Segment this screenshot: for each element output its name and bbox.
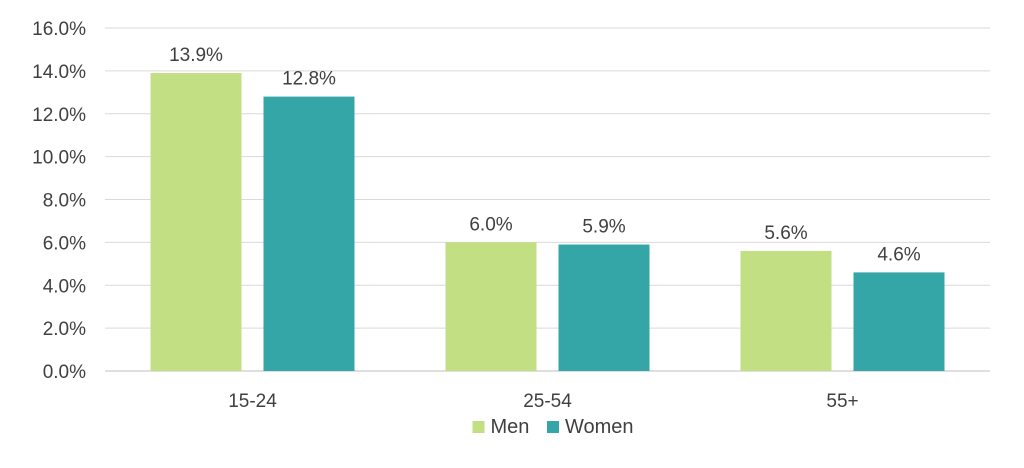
legend-label: Men: [491, 416, 530, 438]
y-tick-label: 2.0%: [43, 319, 86, 340]
y-tick-label: 4.0%: [43, 276, 86, 297]
legend-label: Women: [565, 416, 634, 438]
bar-men-55+: [740, 250, 832, 371]
x-category-label: 25-54: [523, 391, 572, 412]
y-tick-label: 6.0%: [43, 233, 86, 254]
x-axis-categories: 15-24 25-54 55+: [228, 391, 858, 412]
legend-item-men: Men: [472, 416, 530, 438]
data-label: 5.9%: [582, 217, 625, 238]
gridlines: [105, 27, 990, 372]
x-category-label: 55+: [826, 391, 858, 412]
bar-men-15-24: [150, 73, 242, 372]
y-tick-label: 10.0%: [32, 148, 86, 169]
bars: [150, 73, 945, 372]
y-tick-label: 8.0%: [43, 191, 86, 212]
y-tick-label: 0.0%: [43, 362, 86, 383]
data-label: 5.6%: [764, 223, 807, 244]
y-tick-label: 12.0%: [32, 105, 86, 126]
bar-women-25-54: [558, 244, 650, 371]
y-axis-ticks: 0.0% 2.0% 4.0% 6.0% 8.0% 10.0% 12.0% 14.0% 16.0%: [32, 19, 86, 383]
legend-swatch: [547, 421, 559, 433]
y-tick-label: 14.0%: [32, 62, 86, 83]
data-label: 6.0%: [469, 214, 512, 235]
bar-women-15-24: [263, 96, 355, 371]
x-category-label: 15-24: [228, 391, 277, 412]
legend: Men Women: [472, 416, 634, 438]
bar-men-25-54: [445, 242, 537, 371]
y-tick-label: 16.0%: [32, 19, 86, 40]
legend-item-women: Women: [547, 416, 634, 438]
data-label: 13.9%: [169, 45, 223, 66]
legend-swatch: [472, 421, 485, 433]
data-labels: 13.9% 12.8% 6.0% 5.9% 5.6% 4.6%: [169, 45, 921, 265]
bar-women-55+: [853, 272, 945, 371]
data-label: 4.6%: [877, 244, 920, 265]
data-label: 12.8%: [282, 69, 336, 90]
